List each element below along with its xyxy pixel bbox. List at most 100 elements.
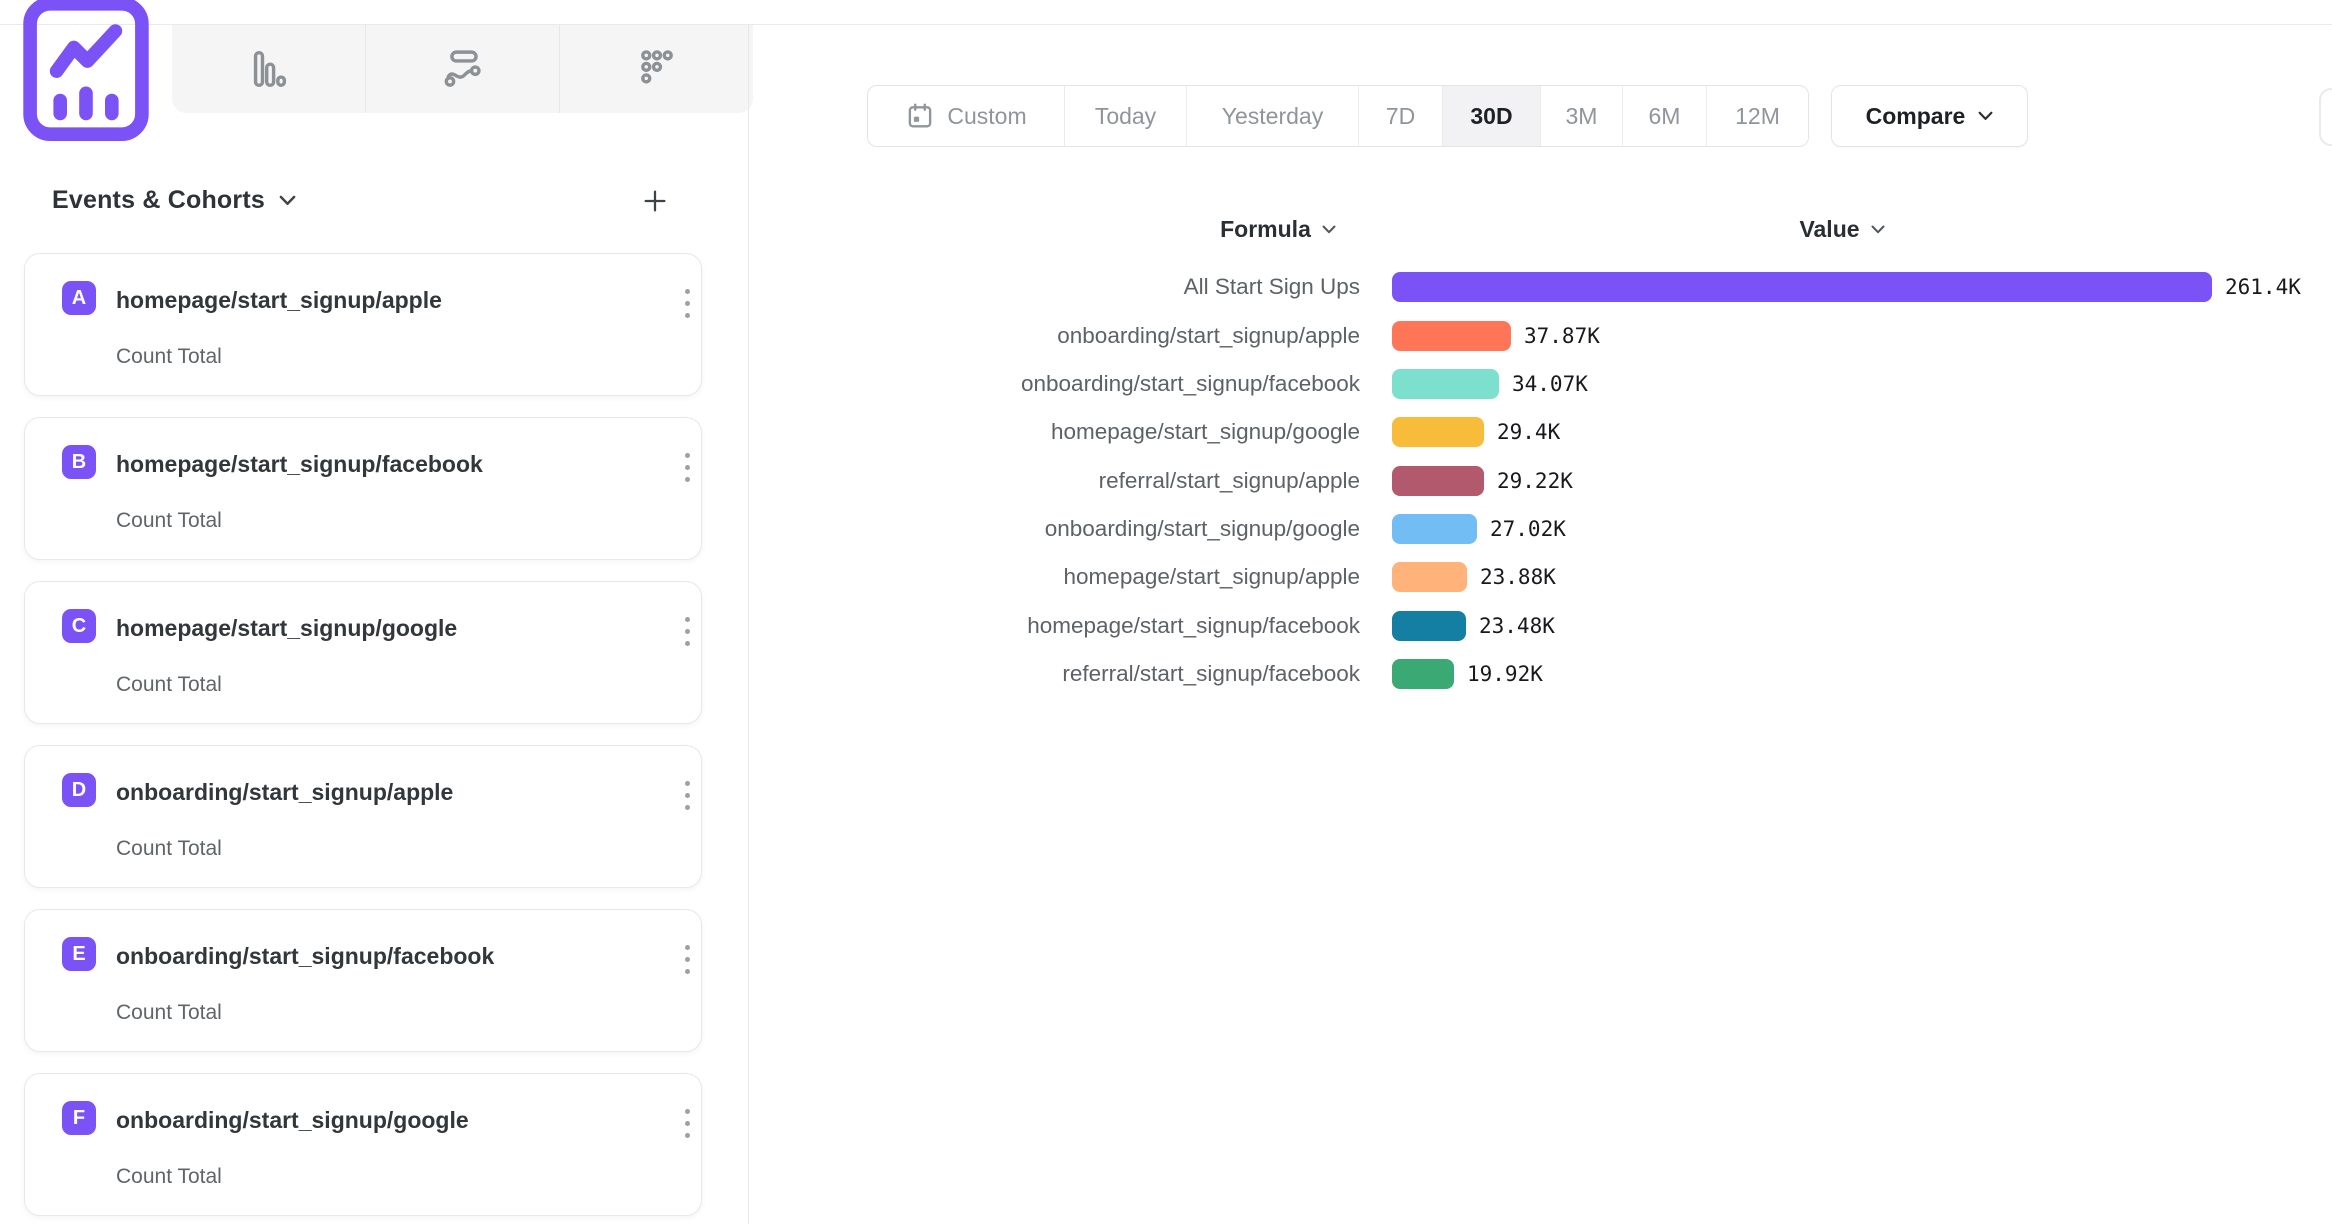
sidebar-divider	[748, 25, 749, 1224]
kebab-menu-icon[interactable]	[681, 285, 694, 322]
bar[interactable]	[1392, 513, 1477, 544]
event-letter-badge[interactable]: C	[62, 609, 96, 643]
event-letter-badge[interactable]: B	[62, 445, 96, 479]
tab-bar-chart[interactable]	[172, 25, 365, 113]
event-measure-dropdown[interactable]: Count Total	[116, 509, 222, 532]
date-range-12m[interactable]: 12M	[1706, 86, 1808, 146]
bar[interactable]	[1392, 417, 1484, 448]
bar[interactable]	[1392, 610, 1466, 641]
chevron-down-icon	[1322, 225, 1336, 233]
row-category-label: homepage/start_signup/google	[1051, 419, 1360, 445]
row-category-label: onboarding/start_signup/facebook	[1021, 370, 1360, 396]
events-cohorts-title: Events & Cohorts	[52, 186, 265, 214]
bar[interactable]	[1392, 272, 2212, 303]
line-chart-icon	[23, 0, 149, 142]
row-category-label: onboarding/start_signup/apple	[1057, 322, 1360, 348]
bar[interactable]	[1392, 562, 1467, 593]
kebab-menu-icon[interactable]	[681, 1105, 694, 1142]
event-letter-badge[interactable]: D	[62, 773, 96, 807]
event-letter-badge[interactable]: E	[62, 937, 96, 971]
event-measure-dropdown[interactable]: Count Total	[116, 345, 222, 368]
date-range-yesterday[interactable]: Yesterday	[1186, 86, 1358, 146]
bar-value-label: 261.4K	[2225, 275, 2301, 300]
top-divider	[0, 24, 2332, 25]
calendar-icon	[909, 103, 932, 128]
tab-retention[interactable]	[559, 25, 753, 113]
chart-row: onboarding/start_signup/apple 37.87K	[748, 311, 2332, 359]
bar-value-label: 34.07K	[1512, 371, 1588, 396]
compare-button[interactable]: Compare	[1831, 85, 2028, 147]
formula-header-label: Formula	[1220, 215, 1311, 242]
event-measure-dropdown[interactable]: Count Total	[116, 1001, 222, 1024]
date-range-7d[interactable]: 7D	[1358, 86, 1442, 146]
tab-flows[interactable]	[365, 25, 559, 113]
date-range-3m[interactable]: 3M	[1540, 86, 1622, 146]
date-range-label: 3M	[1565, 102, 1598, 129]
formula-column-header[interactable]: Formula	[1128, 213, 1428, 245]
bar[interactable]	[1392, 320, 1511, 351]
date-range-label: 6M	[1648, 102, 1681, 129]
date-range-custom[interactable]: Custom	[868, 86, 1064, 146]
row-category-label: All Start Sign Ups	[1183, 274, 1360, 300]
bar[interactable]	[1392, 465, 1484, 496]
event-letter-badge[interactable]: A	[62, 281, 96, 315]
event-name: homepage/start_signup/apple	[116, 287, 442, 313]
event-card[interactable]: A homepage/start_signup/apple Count Tota…	[24, 253, 702, 396]
date-range-label: Yesterday	[1221, 102, 1324, 129]
chart-row: onboarding/start_signup/facebook 34.07K	[748, 360, 2332, 408]
value-header-label: Value	[1799, 215, 1860, 242]
clipped-edge-button[interactable]	[2319, 88, 2332, 146]
date-range-label: Today	[1094, 102, 1157, 129]
row-category-label: homepage/start_signup/facebook	[1027, 612, 1360, 638]
date-range-label: Custom	[947, 102, 1027, 129]
date-range-label: 12M	[1735, 102, 1780, 129]
bar-value-label: 27.02K	[1490, 516, 1566, 541]
bar-value-label: 37.87K	[1524, 323, 1600, 348]
chart-type-tab-group	[172, 25, 753, 113]
value-column-header[interactable]: Value	[1692, 213, 1992, 245]
event-card[interactable]: C homepage/start_signup/google Count Tot…	[24, 581, 702, 724]
event-measure-dropdown[interactable]: Count Total	[116, 1165, 222, 1188]
chart-row: referral/start_signup/facebook 19.92K	[748, 650, 2332, 698]
add-event-button[interactable]	[634, 180, 676, 222]
kebab-menu-icon[interactable]	[681, 941, 694, 978]
event-name: onboarding/start_signup/google	[116, 1107, 469, 1133]
event-card[interactable]: E onboarding/start_signup/facebook Count…	[24, 909, 702, 1052]
chart-row: homepage/start_signup/facebook 23.48K	[748, 601, 2332, 649]
event-name: homepage/start_signup/facebook	[116, 451, 483, 477]
row-category-label: onboarding/start_signup/google	[1044, 515, 1360, 541]
date-range-selector: Custom Today Yesterday 7D 30D 3M 6M 12M	[867, 85, 1809, 147]
bar-value-label: 19.92K	[1467, 661, 1543, 686]
date-range-30d[interactable]: 30D	[1442, 86, 1540, 146]
chevron-down-icon	[1871, 225, 1885, 233]
row-category-label: referral/start_signup/facebook	[1062, 660, 1360, 686]
bar-value-label: 29.4K	[1497, 420, 1561, 445]
tab-line-chart[interactable]	[0, 0, 172, 142]
date-range-label: 30D	[1470, 102, 1513, 129]
events-cohorts-header[interactable]: Events & Cohorts	[52, 178, 296, 223]
kebab-menu-icon[interactable]	[681, 613, 694, 650]
bar[interactable]	[1392, 368, 1499, 399]
chevron-down-icon[interactable]	[279, 195, 296, 206]
date-range-6m[interactable]: 6M	[1622, 86, 1706, 146]
event-letter-badge[interactable]: F	[62, 1101, 96, 1135]
event-card[interactable]: B homepage/start_signup/facebook Count T…	[24, 417, 702, 560]
date-range-today[interactable]: Today	[1064, 86, 1186, 146]
bar[interactable]	[1392, 658, 1454, 689]
chart-row: onboarding/start_signup/google 27.02K	[748, 505, 2332, 553]
event-measure-dropdown[interactable]: Count Total	[116, 837, 222, 860]
event-measure-dropdown[interactable]: Count Total	[116, 673, 222, 696]
event-card[interactable]: D onboarding/start_signup/apple Count To…	[24, 745, 702, 888]
bar-value-label: 23.48K	[1479, 613, 1555, 638]
flows-icon	[444, 50, 481, 87]
event-card[interactable]: F onboarding/start_signup/google Count T…	[24, 1073, 702, 1216]
event-name: homepage/start_signup/google	[116, 615, 458, 641]
kebab-menu-icon[interactable]	[681, 449, 694, 486]
event-name: onboarding/start_signup/facebook	[116, 943, 495, 969]
kebab-menu-icon[interactable]	[681, 777, 694, 814]
bar-value-label: 23.88K	[1480, 565, 1556, 590]
chart-row: All Start Sign Ups 261.4K	[748, 263, 2332, 311]
chart-row: referral/start_signup/apple 29.22K	[748, 456, 2332, 504]
chart-rows: All Start Sign Ups 261.4K onboarding/sta…	[748, 263, 2332, 698]
